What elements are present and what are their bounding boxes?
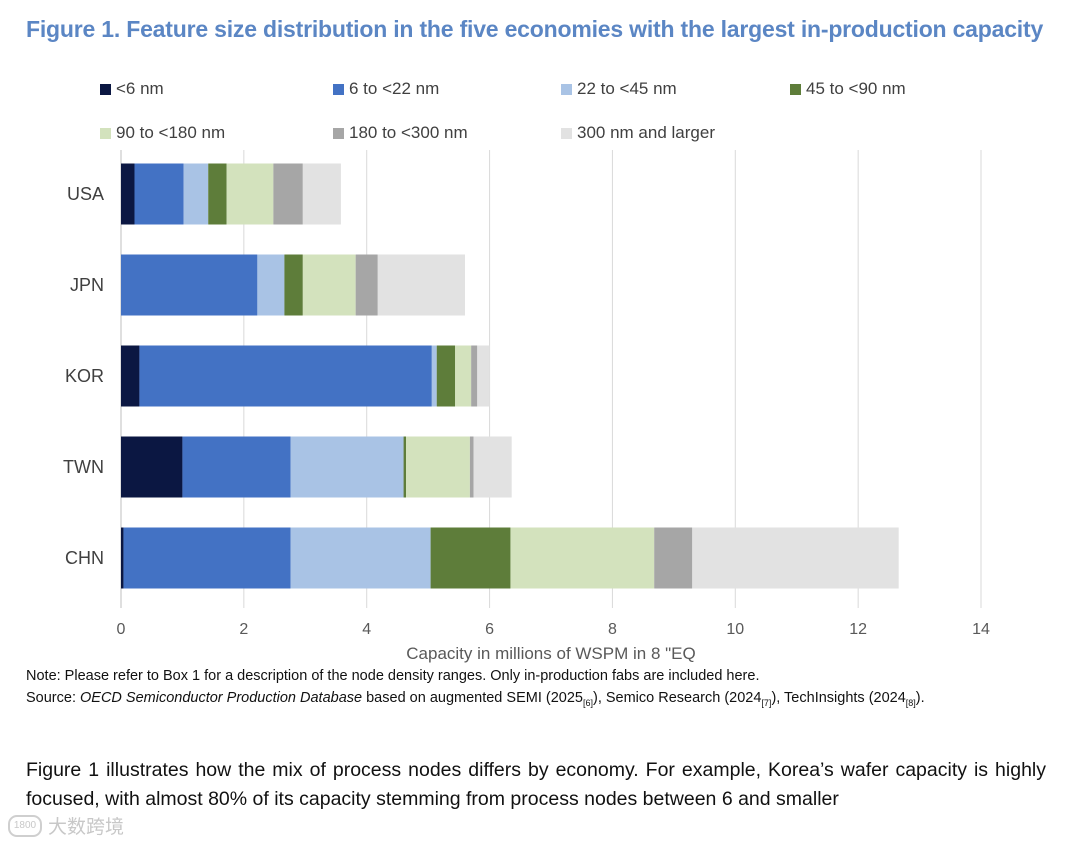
x-tick-label: 0 <box>117 621 126 638</box>
legend-swatch <box>100 83 111 95</box>
bar-segment <box>208 163 227 225</box>
category-label: TWN <box>63 457 104 477</box>
bar-segment <box>290 527 431 589</box>
bar-segment <box>377 254 465 316</box>
legend-label: 300 nm and larger <box>577 123 715 142</box>
bar-segment <box>473 436 512 498</box>
bar-segment <box>302 254 356 316</box>
legend-item: 6 to <22 nm <box>333 79 439 99</box>
stacked-bar-chart: USA JPN KOR TWN CHN 0 2 4 6 8 10 12 14 Capacity in mi… <box>63 150 990 663</box>
bar-segment <box>226 163 274 225</box>
bar-segment <box>403 436 407 498</box>
bar-segment <box>455 345 472 407</box>
x-tick-label: 4 <box>362 621 371 638</box>
bar-segment <box>273 163 303 225</box>
figure-title: Figure 1. Feature size distribution in t… <box>26 16 1044 42</box>
chart-legend: <6 nm 6 to <22 nm 22 to <45 nm 45 to <90 nm… <box>0 0 1080 150</box>
watermark: 1800 大数跨境 <box>8 812 124 839</box>
category-label: KOR <box>65 366 104 386</box>
watermark-text: 大数跨境 <box>48 817 125 838</box>
bar-segment <box>290 436 404 498</box>
legend-label: 180 to <300 nm <box>349 123 468 142</box>
legend-swatch <box>333 83 344 95</box>
bar-segment <box>284 254 303 316</box>
bar-segment <box>123 527 291 589</box>
bar-segment <box>406 436 470 498</box>
bar-segment <box>471 345 478 407</box>
legend-swatch <box>561 83 572 95</box>
bar-segment <box>121 163 135 225</box>
legend-label: 6 to <22 nm <box>349 79 440 98</box>
legend-swatch <box>790 83 801 95</box>
legend-item: <6 nm <box>100 79 164 99</box>
bar-segment <box>257 254 285 316</box>
bar-segment <box>692 527 899 589</box>
chart-source: Source: OECD Semiconductor Production Da… <box>26 690 925 708</box>
legend-swatch <box>561 127 572 139</box>
bar-segment <box>134 163 184 225</box>
legend-item: 180 to <300 nm <box>333 123 468 143</box>
x-axis-label: Capacity in millions of WSPM in 8 "EQ <box>406 644 695 663</box>
legend-item: 90 to <180 nm <box>100 123 225 143</box>
x-tick-label: 10 <box>726 621 744 638</box>
x-tick-label: 6 <box>485 621 494 638</box>
legend-item: 22 to <45 nm <box>561 79 677 99</box>
legend-label: 45 to <90 nm <box>806 79 906 98</box>
legend-label: <6 nm <box>116 79 164 98</box>
legend-swatch <box>333 127 344 139</box>
bar-segment <box>477 345 490 407</box>
category-label: USA <box>67 184 104 204</box>
bar-segment <box>121 254 258 316</box>
bar-segment <box>510 527 655 589</box>
chart-note: Note: Please refer to Box 1 for a descri… <box>26 668 760 684</box>
legend-item: 300 nm and larger <box>561 123 715 143</box>
bar-segment <box>355 254 378 316</box>
x-tick-label: 2 <box>239 621 248 638</box>
legend-swatch <box>100 127 111 139</box>
bar-segment <box>121 527 124 589</box>
bar-segment <box>430 527 511 589</box>
x-tick-label: 14 <box>972 621 990 638</box>
bar-segment <box>182 436 291 498</box>
x-tick-label: 12 <box>849 621 867 638</box>
legend-item: 45 to <90 nm <box>790 79 906 99</box>
bar-segment <box>139 345 432 407</box>
source-database: OECD Semiconductor Production Database <box>80 690 363 706</box>
watermark-logo-icon: 1800 <box>8 814 42 837</box>
body-paragraph: Figure 1 illustrates how the mix of proc… <box>26 759 1046 810</box>
bar-segment <box>431 345 437 407</box>
legend-label: 22 to <45 nm <box>577 79 677 98</box>
bar-segment <box>121 345 140 407</box>
bar-segment <box>183 163 209 225</box>
bar-segment <box>121 436 183 498</box>
source-prefix: Source: <box>26 690 80 706</box>
legend-label: 90 to <180 nm <box>116 123 226 142</box>
category-label: JPN <box>70 275 104 295</box>
bar-segment <box>436 345 456 407</box>
category-label: CHN <box>65 548 104 568</box>
bar-segment <box>302 163 341 225</box>
bar-segment <box>654 527 693 589</box>
bar-segment <box>469 436 474 498</box>
x-tick-label: 8 <box>608 621 617 638</box>
